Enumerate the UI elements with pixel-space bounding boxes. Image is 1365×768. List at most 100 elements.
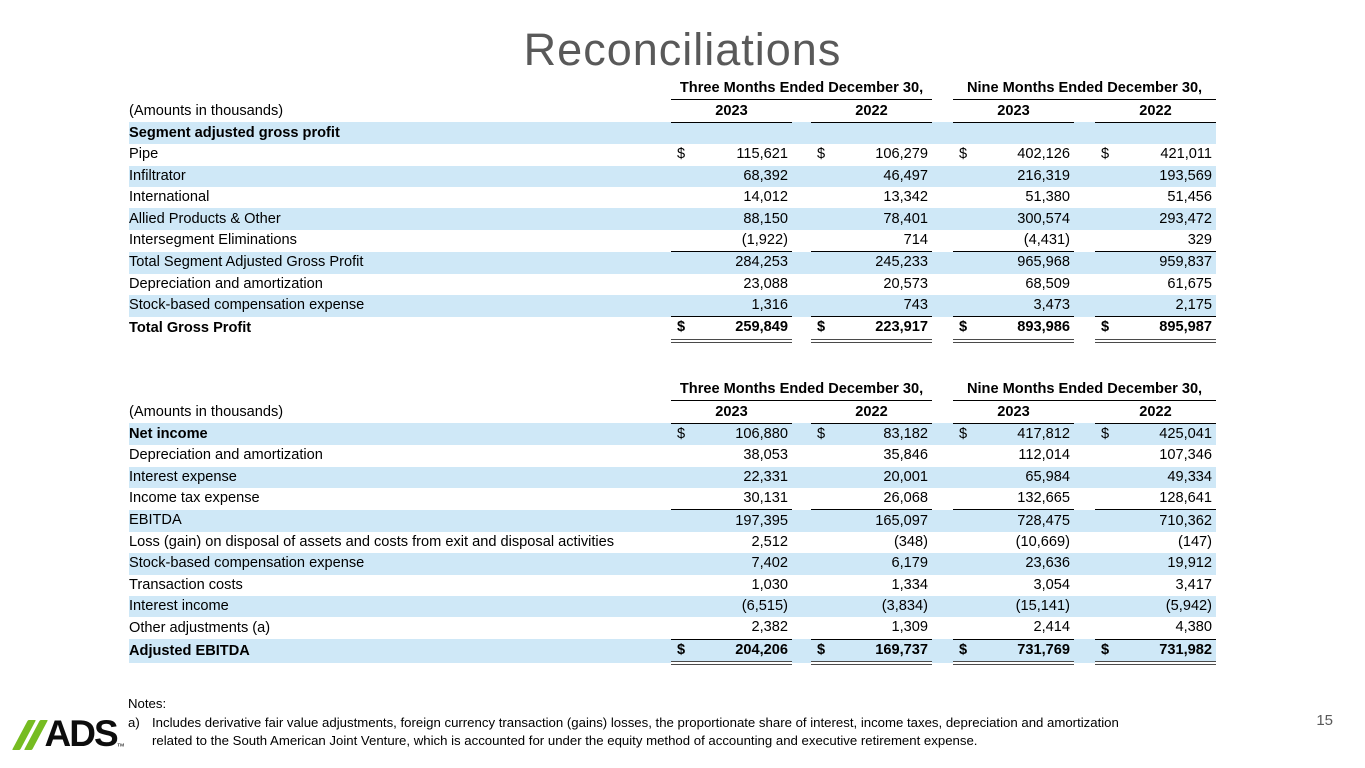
currency-symbol-cell: $ xyxy=(671,638,699,666)
currency-symbol-cell xyxy=(811,467,839,488)
value-cell: 293,472 xyxy=(1159,210,1213,227)
year-header: 2023 xyxy=(671,400,792,424)
currency-symbol-cell: $ xyxy=(811,638,839,666)
currency-symbol-cell xyxy=(953,274,981,295)
spacer-cell xyxy=(792,401,811,423)
currency-symbol-cell xyxy=(671,532,699,553)
row-label: Total Segment Adjusted Gross Profit xyxy=(129,254,364,271)
value-cell: 106,279 xyxy=(875,146,929,163)
spacer-cell xyxy=(792,510,811,532)
value-cell: 83,182 xyxy=(883,425,929,442)
row-label: Segment adjusted gross profit xyxy=(129,124,340,141)
currency-symbol-cell: $ xyxy=(959,146,968,163)
value-cell: 402,126 xyxy=(1017,146,1071,163)
spacer-cell xyxy=(1074,208,1095,229)
currency-symbol-cell xyxy=(671,229,699,253)
spacer-cell xyxy=(932,274,953,295)
currency-symbol-cell xyxy=(1095,467,1123,488)
value-cell: 1,316 xyxy=(699,294,792,318)
currency-symbol-cell xyxy=(953,487,982,511)
value-cell: 965,968 xyxy=(1017,254,1071,271)
value-cell: 107,346 xyxy=(1159,447,1213,464)
currency-symbol-cell xyxy=(671,187,699,208)
table-row: Interest expense 22,331 20,001 65,984 49,334 xyxy=(129,466,1217,488)
spacer-cell xyxy=(932,166,953,187)
spacer-cell xyxy=(792,639,811,663)
year-header: 2022 xyxy=(811,400,933,424)
row-label: Interest expense xyxy=(129,468,237,485)
row-label: Depreciation and amortization xyxy=(129,447,323,464)
currency-symbol-cell xyxy=(811,596,839,617)
value-cell: (147) xyxy=(1177,533,1213,550)
spacer-cell xyxy=(792,423,811,445)
year-header: 2023 xyxy=(953,400,1075,424)
value-cell: 2,414 xyxy=(981,617,1075,640)
value-cell: 731,982 xyxy=(1123,638,1217,666)
notes-label: Notes: xyxy=(128,696,167,711)
table-row: Net income $106,880 $83,182 $417,812 $425,04… xyxy=(129,423,1217,446)
spacer-cell xyxy=(1074,100,1095,122)
spacer-cell xyxy=(792,208,811,229)
spacer-cell xyxy=(1074,617,1095,639)
value-cell: 1,030 xyxy=(751,576,788,593)
value-cell: (1,922) xyxy=(699,229,792,253)
row-label: Net income xyxy=(129,425,208,442)
value-cell: 197,395 xyxy=(735,512,788,529)
table-row: Total Segment Adjusted Gross Profit 284,2… xyxy=(129,251,1217,274)
currency-symbol-cell xyxy=(671,122,699,144)
row-label: EBITDA xyxy=(129,512,182,529)
spacer-cell xyxy=(1074,252,1095,274)
column-group-header: Nine Months Ended December 30, xyxy=(953,379,1217,402)
value-cell xyxy=(839,122,932,144)
value-cell: 731,769 xyxy=(981,638,1075,666)
spacer-cell xyxy=(1074,488,1095,510)
currency-symbol-cell xyxy=(811,274,839,295)
value-cell: 38,053 xyxy=(743,447,788,464)
value-cell: 728,475 xyxy=(1017,512,1071,529)
currency-symbol-cell xyxy=(1095,122,1123,144)
spacer-cell xyxy=(792,488,811,510)
currency-symbol-cell xyxy=(1095,294,1124,318)
spacer-cell xyxy=(792,144,811,165)
value-cell: 329 xyxy=(1123,229,1217,253)
value-cell: 51,456 xyxy=(1167,189,1213,206)
spacer-cell xyxy=(932,78,953,100)
currency-symbol-cell: $ xyxy=(1095,638,1124,666)
spacer-cell xyxy=(932,100,953,122)
value-cell: 20,573 xyxy=(883,275,929,292)
value-cell: 223,917 xyxy=(839,316,933,343)
spacer-cell xyxy=(1074,553,1095,574)
value-cell: 49,334 xyxy=(1167,468,1213,485)
year-header-row: (Amounts in thousands) 2023 2022 2023 20… xyxy=(129,99,1217,123)
currency-symbol-cell xyxy=(953,553,981,574)
value-cell: 46,497 xyxy=(883,167,929,184)
value-cell: 300,574 xyxy=(1017,210,1071,227)
currency-symbol-cell xyxy=(953,575,981,596)
spacer-cell xyxy=(932,144,953,165)
value-cell: 20,001 xyxy=(883,468,929,485)
value-cell: 959,837 xyxy=(1159,254,1213,271)
row-label: Loss (gain) on disposal of assets and co… xyxy=(129,533,615,550)
value-cell: 169,737 xyxy=(839,638,933,666)
value-cell: 7,402 xyxy=(751,555,788,572)
notes-section: Notes: a) Includes derivative fair value… xyxy=(128,695,1119,750)
spacer-cell xyxy=(932,532,953,553)
value-cell: 245,233 xyxy=(875,254,929,271)
value-cell: (10,669) xyxy=(1015,533,1071,550)
currency-symbol-cell xyxy=(811,510,839,532)
value-cell: 714 xyxy=(839,229,933,253)
table-row: Intersegment Eliminations (1,922) 714 (4,43… xyxy=(129,229,1217,253)
value-cell: 61,675 xyxy=(1167,275,1213,292)
table-row: Depreciation and amortization 23,088 20,57… xyxy=(129,274,1216,295)
spacer-cell xyxy=(932,488,953,510)
value-cell: (6,515) xyxy=(741,598,788,615)
note-a: a) Includes derivative fair value adjust… xyxy=(128,714,1119,750)
value-cell: 78,401 xyxy=(883,210,929,227)
currency-symbol-cell: $ xyxy=(671,316,699,343)
row-label: Infiltrator xyxy=(129,167,186,184)
currency-symbol-cell xyxy=(811,187,839,208)
value-cell: 14,012 xyxy=(743,189,788,206)
value-cell: 3,417 xyxy=(1175,576,1213,593)
table-row: Stock-based compensation expense 7,402 6,1… xyxy=(129,553,1217,575)
